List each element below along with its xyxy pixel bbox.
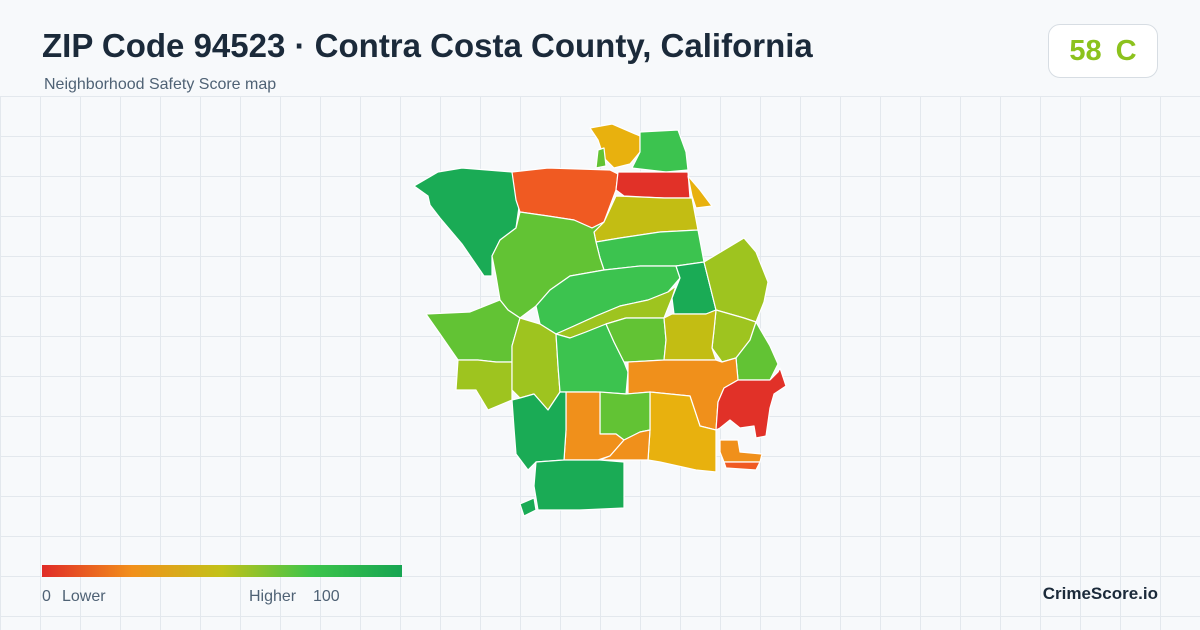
header bbox=[0, 0, 1200, 96]
map-region-bottom-sliver[interactable] bbox=[519, 497, 537, 517]
safety-score-badge: 58 C bbox=[1048, 24, 1158, 78]
map-region-right-yellow-sliver[interactable] bbox=[687, 175, 713, 209]
map-region-sw-block-red[interactable] bbox=[723, 461, 761, 471]
map-region-south-orange-2[interactable] bbox=[599, 429, 651, 461]
map-region-top-green[interactable] bbox=[631, 129, 689, 173]
map-region-sw-block-orange[interactable] bbox=[719, 439, 763, 463]
map-region-center-east[interactable] bbox=[663, 309, 717, 361]
safety-score-grade: C bbox=[1115, 34, 1137, 67]
page-title: ZIP Code 94523 · Contra Costa County, Ca… bbox=[42, 27, 813, 64]
legend-gradient-bar bbox=[42, 565, 402, 577]
legend-max-label: 100 bbox=[313, 588, 340, 605]
legend-low-label: Lower bbox=[62, 588, 106, 605]
map-region-far-southeast[interactable] bbox=[715, 367, 787, 439]
map-region-west-yellow[interactable] bbox=[455, 359, 513, 411]
legend-high-label: Higher bbox=[249, 588, 297, 605]
map-region-west-arm[interactable] bbox=[425, 299, 521, 363]
map-region-top-sliver[interactable] bbox=[595, 147, 607, 169]
map-region-southwest[interactable] bbox=[511, 391, 567, 471]
brand-logo-text[interactable]: CrimeScore.io bbox=[1042, 584, 1158, 603]
page-subtitle: Neighborhood Safety Score map bbox=[44, 76, 277, 93]
map-region-bottom[interactable] bbox=[533, 459, 625, 511]
map-region-top-red[interactable] bbox=[615, 171, 691, 199]
safety-score-value: 58 bbox=[1069, 34, 1102, 67]
map-region-top-yellow[interactable] bbox=[589, 123, 641, 169]
legend-min-label: 0 bbox=[42, 588, 51, 605]
